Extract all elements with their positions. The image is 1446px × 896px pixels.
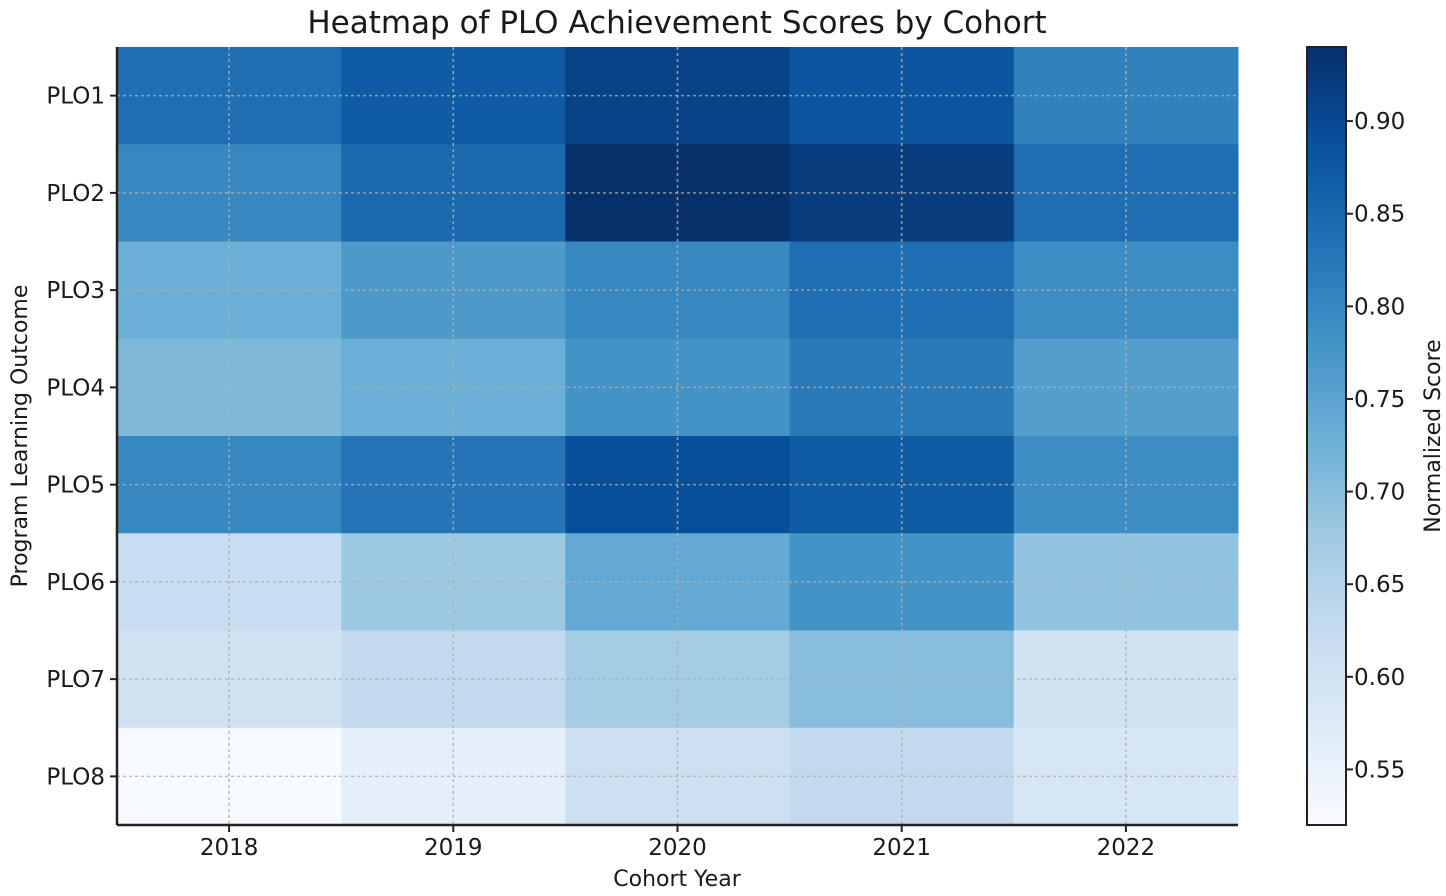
y-tick-label: PLO6 bbox=[46, 570, 105, 596]
y-tick-label: PLO4 bbox=[46, 375, 105, 401]
y-axis-ticks: PLO1 PLO2 PLO3 PLO4 PLO5 PLO6 PLO7 PLO8 bbox=[46, 84, 117, 790]
x-tick-label: 2022 bbox=[1097, 835, 1156, 861]
x-axis-ticks: 2018 2019 2020 2021 2022 bbox=[200, 825, 1155, 861]
y-axis-label: Program Learning Outcome bbox=[8, 285, 33, 588]
y-tick-label: PLO8 bbox=[46, 764, 105, 790]
x-tick-label: 2019 bbox=[424, 835, 483, 861]
colorbar-tick-label: 0.85 bbox=[1354, 202, 1405, 228]
colorbar-tick-label: 0.90 bbox=[1354, 109, 1405, 135]
colorbar-tick-label: 0.65 bbox=[1354, 572, 1405, 598]
y-tick-label: PLO1 bbox=[46, 84, 105, 110]
x-tick-label: 2018 bbox=[200, 835, 259, 861]
y-tick-label: PLO7 bbox=[46, 667, 105, 693]
colorbar-tick-label: 0.80 bbox=[1354, 294, 1405, 320]
colorbar-tick-label: 0.55 bbox=[1354, 757, 1405, 783]
colorbar: 0.55 0.60 0.65 0.70 0.75 0.80 0.85 0.90 bbox=[1306, 46, 1405, 826]
colorbar-gradient bbox=[1306, 46, 1347, 826]
colorbar-tick-label: 0.60 bbox=[1354, 665, 1405, 691]
y-tick-label: PLO3 bbox=[46, 278, 105, 304]
x-tick-label: 2021 bbox=[872, 835, 931, 861]
chart-title: Heatmap of PLO Achievement Scores by Coh… bbox=[307, 5, 1046, 41]
colorbar-label: Normalized Score bbox=[1421, 339, 1446, 532]
heatmap-cells bbox=[117, 47, 1239, 826]
colorbar-tick-label: 0.70 bbox=[1354, 480, 1405, 506]
x-tick-label: 2020 bbox=[648, 835, 707, 861]
y-tick-label: PLO2 bbox=[46, 181, 105, 207]
grid-lines bbox=[117, 47, 1238, 825]
colorbar-tick-label: 0.75 bbox=[1354, 387, 1405, 413]
x-axis-label: Cohort Year bbox=[613, 867, 741, 892]
y-tick-label: PLO5 bbox=[46, 473, 105, 499]
